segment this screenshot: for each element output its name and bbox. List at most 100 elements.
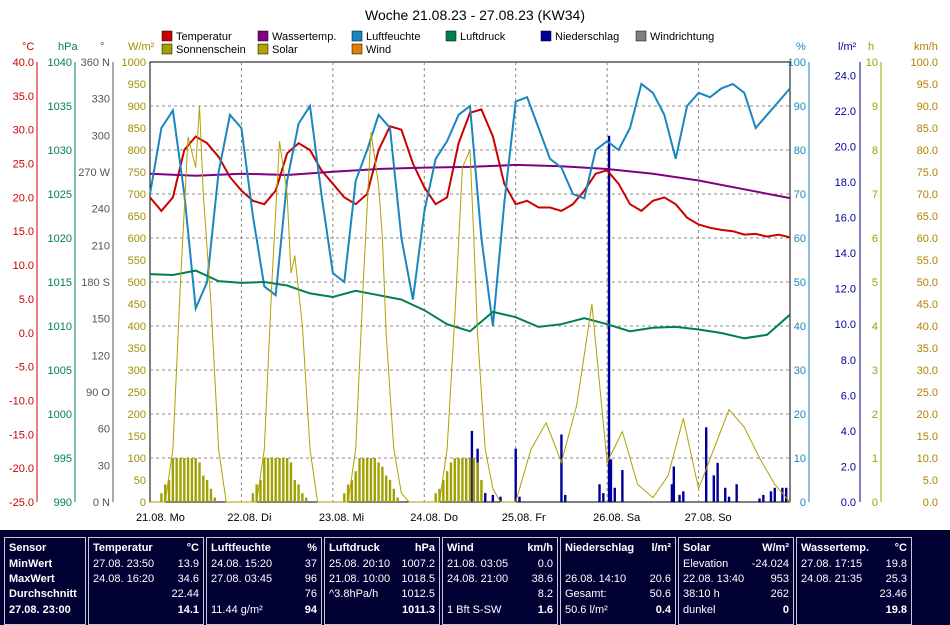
press-max-value: 1018.5	[401, 573, 435, 585]
bar-sonnenschein	[255, 484, 258, 502]
series-line-solar	[150, 105, 791, 503]
bar-niederschlag	[769, 491, 773, 502]
bar-niederschlag	[724, 487, 727, 502]
bar-sonnenschein	[160, 493, 163, 502]
pressure-tick: 1040	[48, 57, 72, 69]
bar-sonnenschein	[175, 458, 178, 502]
solar-tick: 700	[128, 189, 146, 201]
temp-max-value: 34.6	[177, 573, 199, 585]
wind-header: Wind	[447, 542, 474, 554]
bar-sonnenschein	[194, 458, 197, 502]
bar-niederschlag	[678, 494, 681, 502]
bar-sonnenschein	[480, 480, 483, 502]
bar-sonnenschein	[304, 497, 308, 502]
solar-tick: 500	[128, 277, 146, 289]
sunshine-tick: 7	[872, 189, 878, 201]
bar-sonnenschein	[270, 458, 274, 502]
axes: 40.035.030.025.020.015.010.05.00.0-5.0-1…	[9, 57, 938, 509]
legend-label: Luftdruck	[460, 31, 506, 43]
temp-tick: 30.0	[13, 125, 34, 137]
bar-sonnenschein	[301, 493, 304, 502]
sensor-max-label: MaxWert	[9, 573, 55, 585]
solar-state: dunkel	[683, 604, 716, 616]
hum-unit: %	[307, 542, 317, 554]
legend-label: Solar	[272, 44, 298, 56]
pressure-tick: 1005	[48, 365, 72, 377]
bar-sonnenschein	[179, 458, 182, 502]
rain-sum: 50.6 l/m²	[565, 604, 608, 616]
legend-swatch	[257, 30, 269, 42]
hum-min-time: 24.08. 15:20	[211, 558, 273, 570]
axis-unit-label: hPa	[58, 41, 78, 53]
solar-tick: 650	[128, 211, 146, 223]
hum-abs: 11.44 g/m²	[211, 604, 263, 616]
press-min-time: 25.08. 20:10	[329, 558, 391, 570]
cell-humidity: Luftfeuchte% 24.08. 15:20 37 27.08. 03:45…	[206, 537, 322, 625]
temp-unit: °C	[186, 542, 199, 554]
direction-tick: 210	[92, 240, 110, 252]
bar-sonnenschein	[209, 488, 213, 502]
solar-elev-label: Elevation	[683, 558, 729, 570]
bar-sonnenschein	[343, 493, 346, 502]
sensor-header: Sensor	[9, 542, 47, 554]
cell-water: Wassertemp. °C 27.08. 17:15 19.8 24.08. 21…	[796, 537, 912, 625]
bar-sonnenschein	[297, 484, 300, 502]
legend-label: Temperatur	[176, 31, 232, 43]
bar-niederschlag	[773, 487, 776, 502]
temp-tick: 35.0	[13, 91, 34, 103]
bar-sonnenschein	[251, 493, 255, 502]
bar-sonnenschein	[289, 462, 293, 502]
press-unit: hPa	[414, 542, 435, 554]
direction-tick: 150	[92, 314, 110, 326]
water-max-time: 24.08. 21:35	[801, 573, 863, 585]
legend-label: Niederschlag	[555, 31, 619, 43]
humidity-tick: 20	[794, 409, 806, 421]
humidity-tick: 70	[794, 189, 806, 201]
wind-max-value: 38.6	[531, 573, 553, 585]
solar-avg-value: 262	[770, 588, 789, 600]
hum-current-value: 94	[304, 604, 317, 616]
series-line-luftdruck	[149, 269, 791, 340]
direction-tick: 0 N	[93, 497, 110, 509]
bar-niederschlag	[514, 448, 517, 502]
rain-max-value: 20.6	[649, 573, 671, 585]
bar-sonnenschein	[384, 475, 388, 502]
pressure-tick: 990	[54, 497, 72, 509]
wind-tick: 25.0	[917, 387, 938, 399]
wind-max-time: 24.08. 21:00	[447, 573, 509, 585]
bar-sonnenschein	[392, 488, 396, 502]
bar-sonnenschein	[259, 480, 262, 502]
wind-tick: 90.0	[917, 101, 938, 113]
bar-sonnenschein	[442, 480, 445, 502]
sensor-avg-label: Durchschnitt	[9, 588, 77, 600]
chart-title: Woche 21.08.23 - 27.08.23 (KW34)	[365, 7, 585, 23]
hum-avg-value: 76	[304, 588, 317, 600]
day-label: 24.08. Do	[410, 512, 458, 524]
sunshine-tick: 8	[872, 145, 878, 157]
sunshine-tick: 4	[872, 321, 878, 333]
solar-tick: 150	[128, 431, 146, 443]
bar-sonnenschein	[183, 458, 186, 502]
wind-tick: 20.0	[917, 409, 938, 421]
rain-total-label: Gesamt:	[565, 588, 607, 600]
solar-tick: 900	[128, 101, 146, 113]
wind-tick: 30.0	[917, 365, 938, 377]
rain-tick: 4.0	[841, 426, 856, 438]
axis-unit-label: h	[868, 41, 874, 53]
wind-bft: 1 Bft S-SW	[447, 604, 502, 616]
bar-sonnenschein	[472, 458, 476, 502]
temp-tick: -10.0	[9, 395, 34, 407]
legend: Temperatur Wassertemp. Luftfeuchte Luftdruc…	[161, 30, 714, 56]
series-lines	[149, 82, 791, 503]
wind-tick: 35.0	[917, 343, 938, 355]
solar-tick: 350	[128, 343, 146, 355]
water-min-time: 27.08. 17:15	[801, 558, 863, 570]
solar-tick: 550	[128, 255, 146, 267]
bar-niederschlag	[758, 498, 761, 502]
humidity-tick: 60	[794, 233, 806, 245]
rain-tick: 10.0	[835, 319, 856, 331]
bar-sonnenschein	[358, 458, 361, 502]
press-trend: ^3.8hPa/h	[329, 588, 379, 600]
solar-tick: 100	[128, 453, 146, 465]
bar-sonnenschein	[476, 462, 479, 502]
